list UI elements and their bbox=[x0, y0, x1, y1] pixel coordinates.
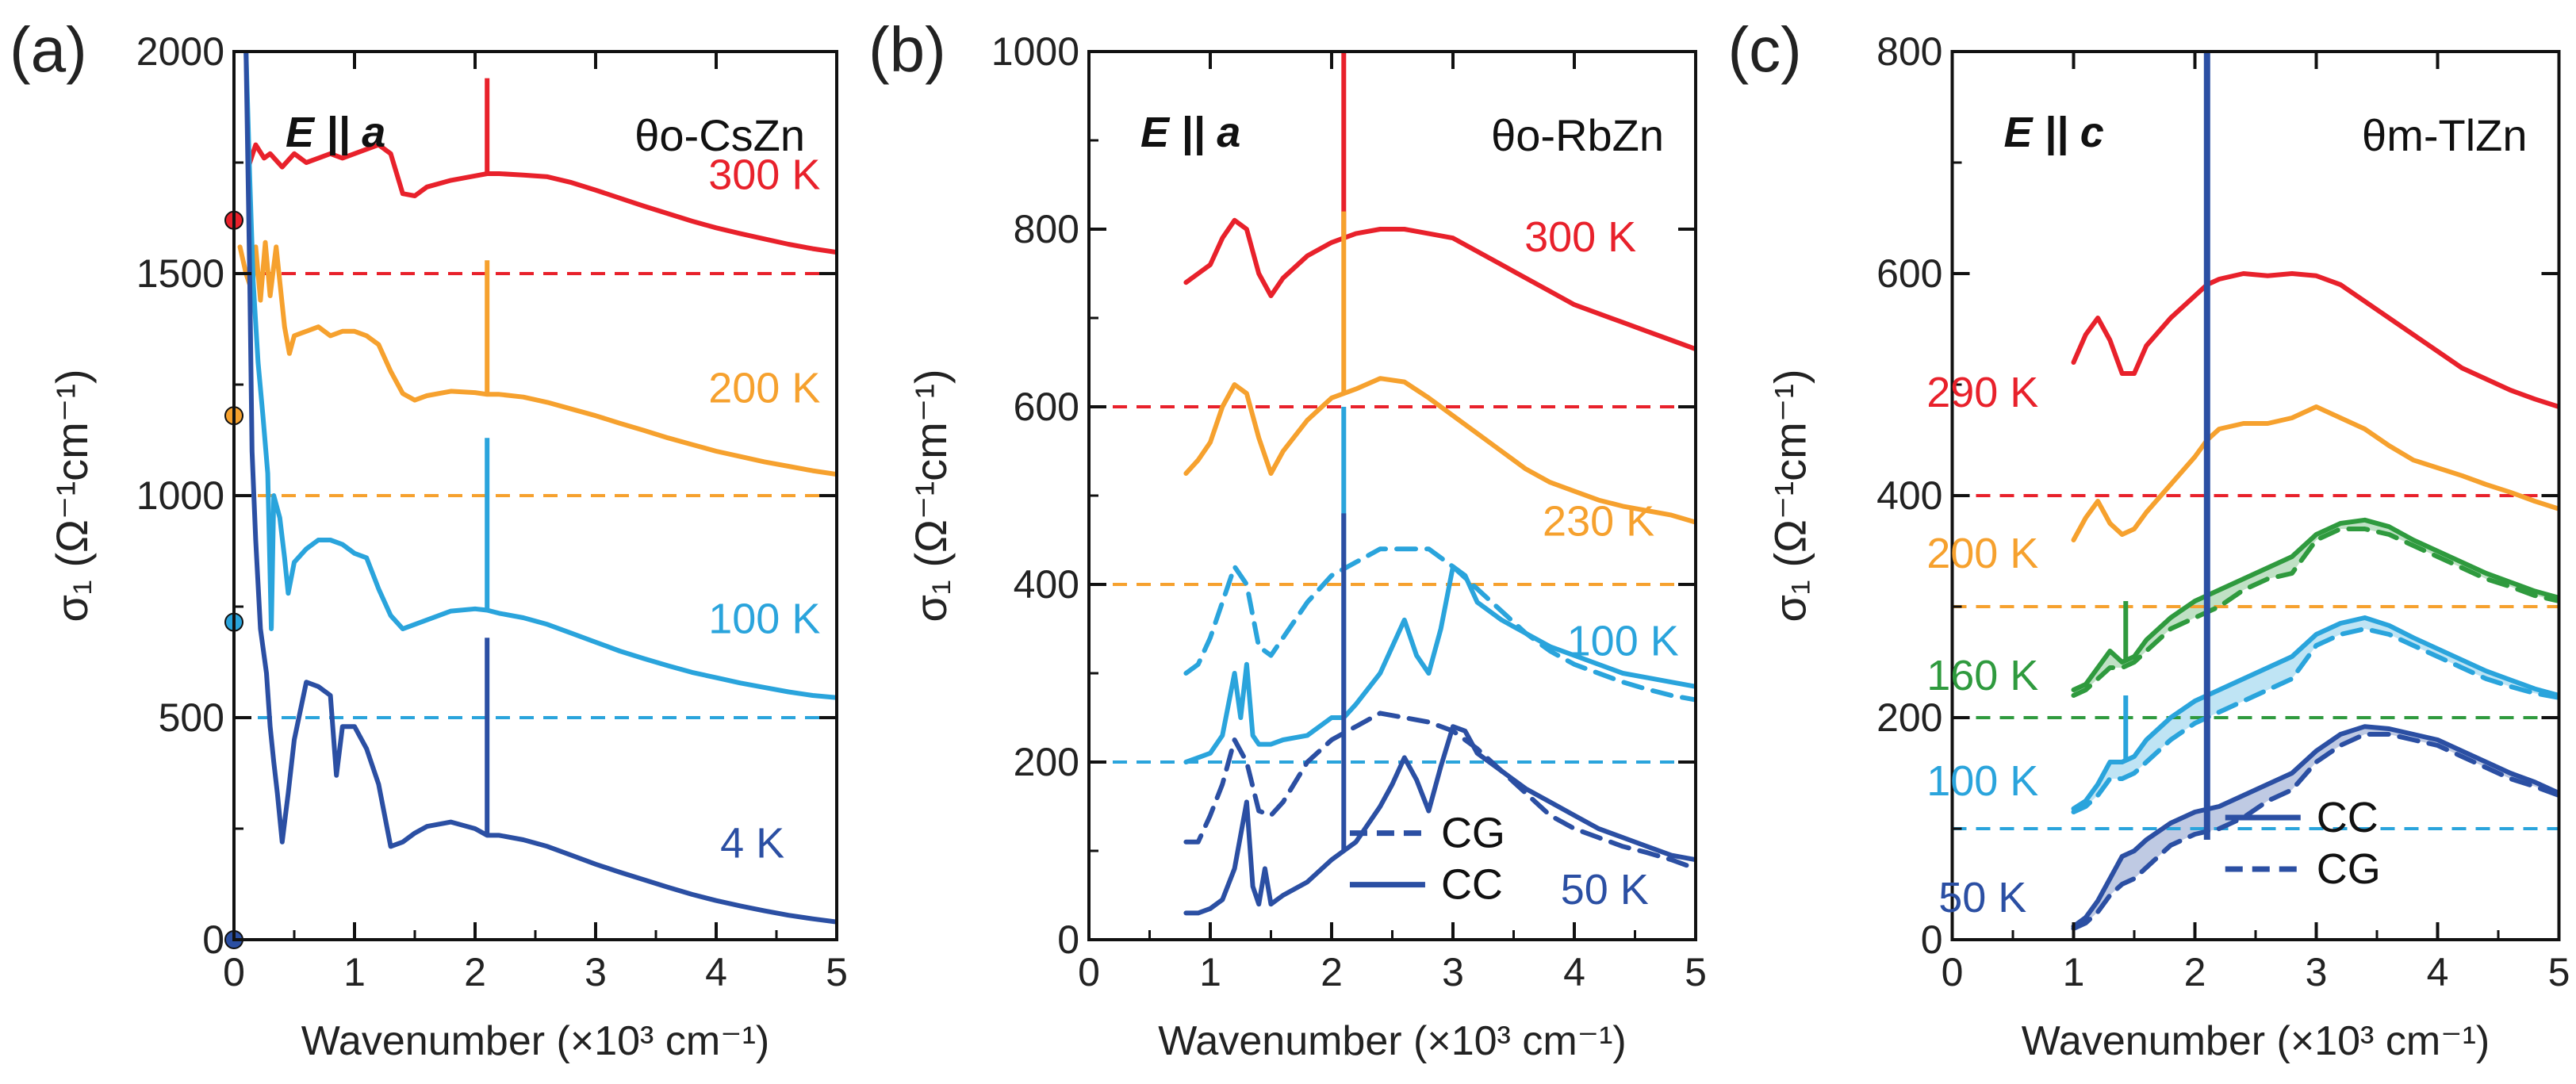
series-line-100-k-cg bbox=[2071, 626, 2559, 814]
series-line-100-k bbox=[1183, 564, 1696, 764]
series-label-160-k: 160 K bbox=[1926, 652, 2038, 699]
y-tick-label-400: 400 bbox=[1014, 562, 1079, 607]
y-tick-label-800: 800 bbox=[1014, 207, 1079, 251]
y-tick-label-2000: 2000 bbox=[136, 29, 224, 74]
chart-c: 0 1 2 3 4 5 0 200 400 600 800 Wavenumber (×10³ cm⁻¹… bbox=[1728, 14, 2570, 1064]
series-label-50-k: 50 K bbox=[1938, 874, 2026, 921]
series-label-300-k: 300 K bbox=[708, 151, 820, 199]
polarization-label: E || c bbox=[2004, 109, 2104, 156]
sample-label: θm-TlZn bbox=[2362, 110, 2527, 160]
x-tick-label-4: 4 bbox=[1563, 950, 1585, 994]
x-tick-label-0: 0 bbox=[1942, 950, 1964, 994]
x-tick-label-4: 4 bbox=[2427, 950, 2449, 994]
y-tick-label-600: 600 bbox=[1876, 251, 1942, 296]
x-tick-label-3: 3 bbox=[1442, 950, 1464, 994]
panel-b: 0 1 2 3 4 5 0 200 400 600 800 1000 Wavenumber (×10³ … bbox=[859, 0, 1718, 1084]
series-label-100-k: 100 K bbox=[708, 596, 820, 643]
y-tick-label-0: 0 bbox=[1057, 917, 1079, 962]
x-tick-label-1: 1 bbox=[1199, 950, 1221, 994]
legend-label-cg: CG bbox=[1441, 810, 1505, 857]
series-line-290-k bbox=[2071, 271, 2559, 409]
series-line-160-k bbox=[2071, 517, 2559, 692]
y-axis-label: σ₁ (Ω⁻¹cm⁻¹) bbox=[47, 369, 97, 622]
axes-frame bbox=[1087, 50, 1697, 941]
x-axis-label: Wavenumber (×10³ cm⁻¹) bbox=[1158, 1018, 1626, 1064]
y-tick-label-800: 800 bbox=[1876, 29, 1942, 74]
legend-label-cg: CG bbox=[2317, 845, 2381, 893]
sample-label: θo-RbZn bbox=[1491, 110, 1664, 160]
y-tick-label-0: 0 bbox=[202, 917, 224, 962]
series-line-160-k-cg bbox=[2071, 527, 2559, 698]
x-tick-label-5: 5 bbox=[2548, 950, 2570, 994]
legend-label-cc: CC bbox=[1441, 861, 1503, 909]
x-tick-label-2: 2 bbox=[464, 950, 486, 994]
x-tick-label-0: 0 bbox=[223, 950, 245, 994]
series-label-200-k: 200 K bbox=[1926, 530, 2038, 577]
plot-area bbox=[234, 52, 837, 925]
series-line-200-k bbox=[2071, 404, 2559, 542]
chart-b: 0 1 2 3 4 5 0 200 400 600 800 1000 Wavenumber (×10³ … bbox=[868, 14, 1707, 1064]
series-line-50-k-cg bbox=[1183, 711, 1696, 871]
series-label-100-k: 100 K bbox=[1926, 757, 2038, 805]
panel-a: 0 1 2 3 4 5 0 500 1000 1500 2000 Wavenumber (×10³ c… bbox=[0, 0, 859, 1084]
y-tick-label-200: 200 bbox=[1014, 740, 1079, 784]
x-tick-label-0: 0 bbox=[1078, 950, 1100, 994]
chart-a: 0 1 2 3 4 5 0 500 1000 1500 2000 Wavenumber (×10³ c… bbox=[10, 14, 848, 1064]
series-line-230-k bbox=[1183, 376, 1696, 525]
x-axis-label: Wavenumber (×10³ cm⁻¹) bbox=[2022, 1018, 2490, 1064]
sample-label: θo-CsZn bbox=[634, 110, 805, 160]
series-label-4-k: 4 K bbox=[720, 819, 784, 867]
series-label-230-k: 230 K bbox=[1543, 497, 1654, 545]
x-tick-label-2: 2 bbox=[2184, 950, 2206, 994]
x-tick-label-1: 1 bbox=[2063, 950, 2085, 994]
y-tick-label-1000: 1000 bbox=[136, 473, 224, 518]
x-tick-label-5: 5 bbox=[1685, 950, 1707, 994]
series-label-290-k: 290 K bbox=[1926, 369, 2038, 416]
series-label-100-k: 100 K bbox=[1567, 618, 1679, 665]
panel-c: 0 1 2 3 4 5 0 200 400 600 800 Wavenumber (×10³ cm⁻¹… bbox=[1718, 0, 2576, 1084]
series-line-100-k-cg bbox=[1183, 546, 1696, 703]
series-label-200-k: 200 K bbox=[708, 364, 820, 412]
series-line-50-k-cg bbox=[2071, 732, 2559, 931]
legend-label-cc: CC bbox=[2317, 794, 2379, 841]
x-tick-label-3: 3 bbox=[2306, 950, 2328, 994]
series-line-200-k bbox=[237, 239, 837, 477]
series-label-300-k: 300 K bbox=[1524, 213, 1636, 261]
x-axis-label: Wavenumber (×10³ cm⁻¹) bbox=[301, 1018, 769, 1064]
x-tick-label-3: 3 bbox=[585, 950, 607, 994]
y-tick-label-0: 0 bbox=[1921, 917, 1943, 962]
x-tick-label-4: 4 bbox=[705, 950, 727, 994]
y-axis-label: σ₁ (Ω⁻¹cm⁻¹) bbox=[906, 369, 956, 622]
plot-area bbox=[1952, 52, 2559, 931]
series-line-100-k bbox=[2071, 615, 2559, 811]
y-tick-label-1000: 1000 bbox=[991, 29, 1079, 74]
x-tick-label-2: 2 bbox=[1321, 950, 1343, 994]
series-line-4-k bbox=[243, 52, 837, 925]
y-tick-label-600: 600 bbox=[1014, 385, 1079, 429]
panel-label: (c) bbox=[1728, 14, 1802, 85]
series-label-50-k: 50 K bbox=[1561, 866, 1649, 914]
series-line-100-k bbox=[243, 52, 837, 700]
series-line-50-k bbox=[2071, 724, 2559, 929]
y-tick-label-500: 500 bbox=[159, 695, 224, 740]
polarization-label: E || a bbox=[1140, 109, 1240, 156]
y-tick-label-1500: 1500 bbox=[136, 251, 224, 296]
panel-label: (b) bbox=[868, 14, 946, 85]
y-axis-label: σ₁ (Ω⁻¹cm⁻¹) bbox=[1765, 369, 1815, 622]
x-tick-label-5: 5 bbox=[826, 950, 848, 994]
y-tick-label-400: 400 bbox=[1876, 473, 1942, 518]
series-line-300-k bbox=[246, 142, 837, 255]
panel-label: (a) bbox=[10, 14, 87, 85]
series-line-300-k bbox=[1183, 217, 1696, 352]
series-line-50-k bbox=[1183, 724, 1696, 916]
y-tick-label-200: 200 bbox=[1876, 695, 1942, 740]
plot-area bbox=[1089, 52, 1696, 916]
polarization-label: E || a bbox=[286, 109, 385, 156]
x-tick-label-1: 1 bbox=[343, 950, 366, 994]
